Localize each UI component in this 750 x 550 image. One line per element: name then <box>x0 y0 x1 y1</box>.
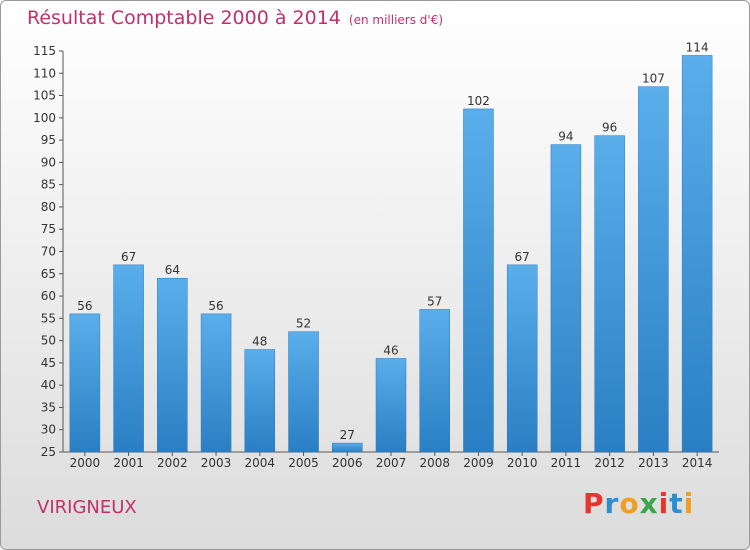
x-tick-label: 2002 <box>157 456 188 470</box>
data-label: 114 <box>686 40 709 54</box>
data-label: 64 <box>165 263 180 277</box>
x-tick-label: 2006 <box>332 456 363 470</box>
x-tick-label: 2004 <box>245 456 276 470</box>
data-label: 102 <box>467 94 490 108</box>
proxiti-logo[interactable]: Proxiti <box>583 487 694 520</box>
logo-letter: i <box>658 487 670 520</box>
y-tick-label: 65 <box>41 267 56 281</box>
logo-letter: x <box>639 487 659 520</box>
bar-2003 <box>200 313 232 453</box>
data-label: 46 <box>383 343 398 357</box>
y-axis: 25 30 35 40 45 50 55 60 65 70 75 80 85 90 95 100 105 110 1… <box>33 44 64 459</box>
bar-2013 <box>638 86 669 453</box>
bar-2007 <box>375 358 407 453</box>
bar-2014 <box>681 55 713 453</box>
bar-2006 <box>332 442 363 453</box>
bar-2009 <box>463 108 494 453</box>
data-label: 27 <box>340 428 355 442</box>
data-label: 94 <box>558 130 573 144</box>
y-tick-label: 30 <box>41 423 56 437</box>
y-tick-label: 85 <box>41 178 56 192</box>
data-label: 67 <box>121 250 136 264</box>
data-label: 96 <box>602 121 617 135</box>
data-label: 67 <box>515 250 530 264</box>
x-tick-label: 2001 <box>113 456 144 470</box>
x-tick-label: 2010 <box>507 456 538 470</box>
logo-letter: t <box>669 487 684 520</box>
logo-letter: o <box>619 487 640 520</box>
y-tick-label: 40 <box>41 378 56 392</box>
y-tick-label: 110 <box>33 66 56 80</box>
x-tick-label: 2000 <box>70 456 101 470</box>
bar-2011 <box>550 144 582 453</box>
x-tick-label: 2007 <box>376 456 407 470</box>
y-tick-label: 60 <box>41 289 56 303</box>
bar-2005 <box>288 331 319 453</box>
y-tick-label: 25 <box>41 445 56 459</box>
y-tick-label: 50 <box>41 334 56 348</box>
x-axis: 2000 2001 2002 2003 2004 2005 2006 2007 2008 2009… <box>63 451 719 470</box>
x-tick-label: 2008 <box>419 456 450 470</box>
data-label: 52 <box>296 317 311 331</box>
x-tick-label: 2012 <box>594 456 625 470</box>
y-tick-label: 45 <box>41 356 56 370</box>
data-label: 107 <box>642 72 665 86</box>
y-tick-label: 35 <box>41 400 56 414</box>
logo-letter: i <box>683 487 695 520</box>
x-tick-label: 2011 <box>551 456 582 470</box>
x-tick-label: 2014 <box>682 456 713 470</box>
bar-2002 <box>157 277 188 453</box>
data-label: 57 <box>427 294 442 308</box>
data-label: 56 <box>208 299 223 313</box>
x-tick-label: 2005 <box>288 456 319 470</box>
bar-2012 <box>594 135 625 453</box>
y-tick-label: 115 <box>33 44 56 58</box>
y-tick-label: 100 <box>33 111 56 125</box>
bar-2010 <box>506 264 538 453</box>
bar-2004 <box>244 349 276 453</box>
commune-name: VIRIGNEUX <box>37 497 137 518</box>
chart-title-text: Résultat Comptable 2000 à 2014 <box>27 7 341 29</box>
logo-letter: r <box>604 487 620 520</box>
y-tick-label: 105 <box>33 89 56 103</box>
data-labels: 56 67 64 56 48 52 27 46 57 102 67 94 96 107 114 <box>77 40 708 442</box>
bar-2008 <box>419 309 450 453</box>
x-tick-label: 2009 <box>463 456 494 470</box>
logo-letter: P <box>583 487 605 520</box>
x-tick-label: 2003 <box>201 456 232 470</box>
y-tick-label: 80 <box>41 200 56 214</box>
data-label: 56 <box>77 299 92 313</box>
data-label: 48 <box>252 335 267 349</box>
y-tick-label: 75 <box>41 222 56 236</box>
y-tick-label: 95 <box>41 133 56 147</box>
x-tick-label: 2013 <box>638 456 669 470</box>
y-tick-label: 55 <box>41 311 56 325</box>
y-tick-label: 70 <box>41 245 56 259</box>
y-tick-label: 90 <box>41 155 56 169</box>
bar-2001 <box>113 264 144 453</box>
bar-series <box>69 55 713 453</box>
chart-subtitle: (en milliers d'€) <box>348 13 444 27</box>
bar-2000 <box>69 313 101 453</box>
chart-title: Résultat Comptable 2000 à 2014 (en millie… <box>27 7 443 29</box>
